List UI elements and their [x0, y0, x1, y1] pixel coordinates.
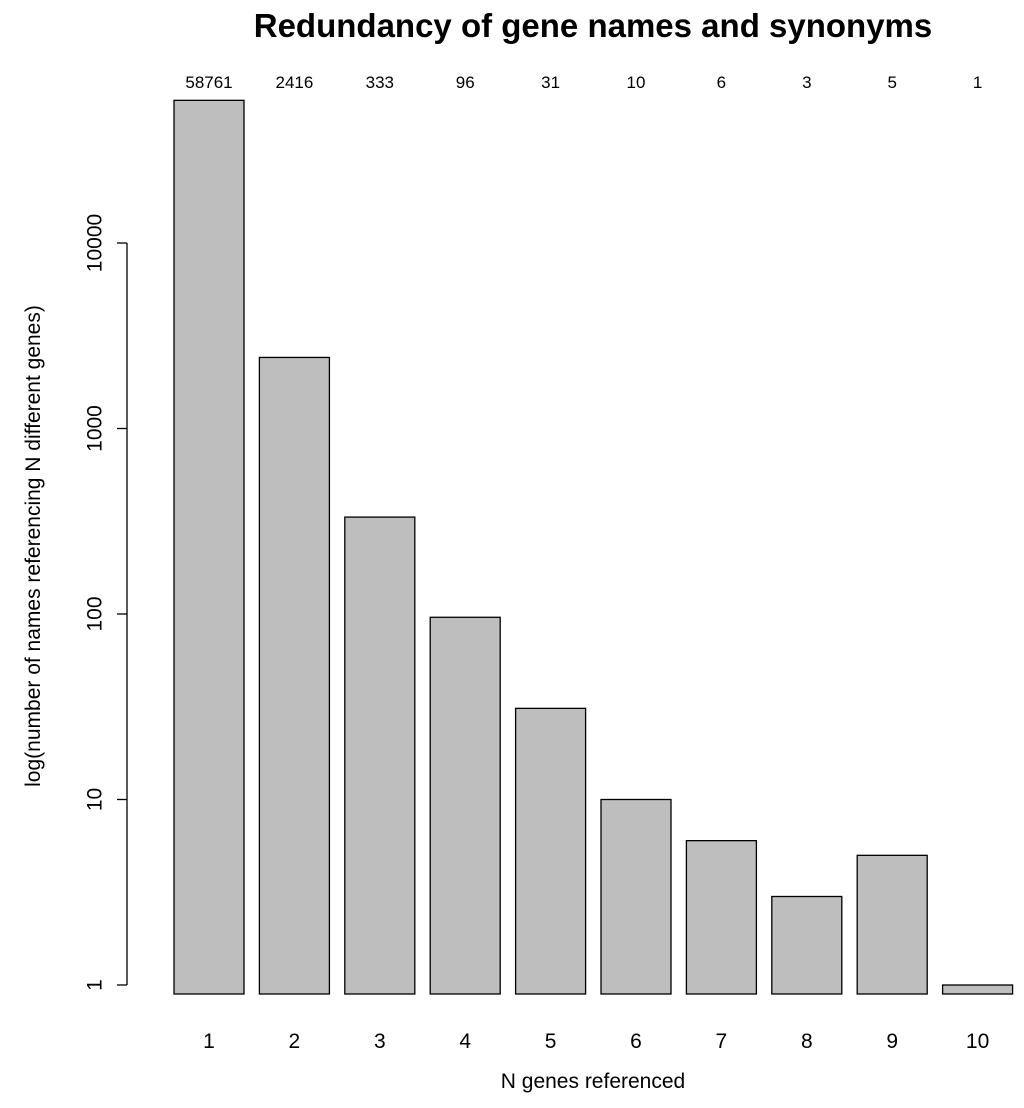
data-label-8: 3 [802, 73, 811, 92]
x-tick-label-9: 9 [886, 1030, 898, 1053]
data-label-7: 6 [717, 73, 726, 92]
bar-10 [941, 984, 1014, 995]
y-tick-label-1000: 1000 [84, 405, 107, 452]
x-tick-label-6: 6 [630, 1030, 642, 1053]
x-tick-label-2: 2 [289, 1030, 301, 1053]
data-labels-group: 58761 2416 333 96 31 10 6 3 5 1 [185, 73, 982, 92]
data-label-6: 10 [627, 73, 646, 92]
x-tick-label-10: 10 [966, 1030, 989, 1053]
bar-8 [771, 895, 843, 995]
chart-title: Redundancy of gene names and synonyms [254, 7, 933, 44]
bar-9 [856, 854, 928, 995]
x-axis-label: N genes referenced [501, 1070, 685, 1093]
bar-5 [514, 707, 587, 995]
x-tick-label-4: 4 [459, 1030, 471, 1053]
bars-group [173, 99, 1014, 995]
data-label-10: 1 [973, 73, 982, 92]
bar-2 [258, 356, 331, 995]
y-axis-label: log(number of names referencing N differ… [22, 305, 45, 787]
x-tick-label-5: 5 [545, 1030, 557, 1053]
y-tick-label-1: 1 [84, 979, 107, 991]
y-tick-label-100: 100 [84, 596, 107, 631]
y-axis: 1 10 100 1000 10000 [84, 214, 128, 991]
x-tick-label-3: 3 [374, 1030, 386, 1053]
y-tick-label-10000: 10000 [84, 214, 107, 272]
bar-3 [344, 516, 416, 995]
data-label-5: 31 [541, 73, 560, 92]
x-tick-label-7: 7 [716, 1030, 728, 1053]
data-label-9: 5 [887, 73, 896, 92]
bar-7 [685, 840, 758, 995]
x-tick-label-1: 1 [203, 1030, 215, 1053]
data-label-2: 2416 [275, 73, 313, 92]
data-label-3: 333 [366, 73, 394, 92]
x-tick-label-8: 8 [801, 1030, 813, 1053]
x-axis-tick-labels: 1 2 3 4 5 6 7 8 9 10 [203, 1030, 989, 1053]
y-tick-label-10: 10 [84, 788, 107, 811]
bar-1 [173, 99, 245, 995]
bar-4 [429, 616, 501, 995]
data-label-1: 58761 [185, 73, 232, 92]
data-label-4: 96 [456, 73, 475, 92]
bar-6 [600, 798, 672, 995]
